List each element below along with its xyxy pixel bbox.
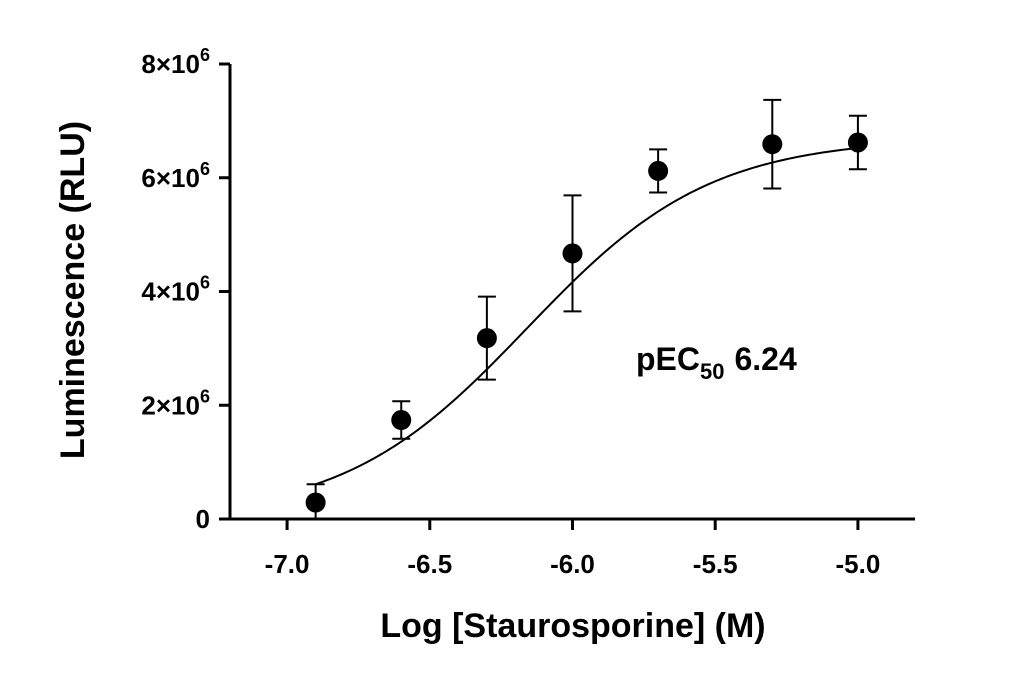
y-tick-label: 6×106: [141, 159, 210, 193]
data-point: [562, 243, 583, 264]
data-point: [847, 132, 868, 153]
x-tick-label: -7.0: [265, 549, 310, 579]
pec50-annotation: pEC50 6.24: [636, 341, 797, 384]
data-point-group: [762, 98, 783, 190]
y-tick-label-base: 4×10: [141, 277, 200, 307]
data-point-group: [476, 295, 497, 381]
y-tick-label-exponent: 6: [200, 45, 210, 65]
y-tick-label-base: 0: [196, 504, 210, 534]
data-point-group: [648, 148, 669, 194]
data-point-group: [562, 194, 583, 313]
y-tick-label-exponent: 6: [200, 159, 210, 179]
data-point: [391, 410, 412, 431]
y-tick-label: 4×106: [141, 273, 210, 307]
x-tick-label: -5.0: [836, 549, 881, 579]
data-points: [305, 98, 868, 520]
x-tick-label: -6.5: [407, 549, 452, 579]
data-point: [476, 328, 497, 349]
y-tick-label-base: 2×10: [141, 390, 200, 420]
data-point: [762, 134, 783, 155]
data-point: [305, 492, 326, 513]
x-tick-label: -6.0: [550, 549, 595, 579]
data-point-group: [391, 400, 412, 440]
x-tick-label: -5.5: [693, 549, 738, 579]
y-tick-label: 0: [196, 504, 210, 534]
fit-curve: [315, 147, 859, 486]
data-point: [648, 160, 669, 181]
y-tick-label: 8×106: [141, 45, 210, 79]
fit-curve-group: [315, 147, 859, 486]
y-tick-label: 2×106: [141, 386, 210, 420]
y-tick-label-exponent: 6: [200, 273, 210, 293]
x-axis: -7.0 -6.5 -6.0 -5.5 -5.0: [228, 517, 915, 579]
data-point-group: [847, 114, 868, 171]
pec50-subscript: 50: [700, 359, 724, 384]
y-tick-label-base: 8×10: [141, 49, 200, 79]
y-tick-label-exponent: 6: [200, 386, 210, 406]
pec50-value: 6.24: [734, 341, 796, 377]
pec50-prefix: pEC: [636, 341, 700, 377]
x-axis-title: Log [Staurosporine] (M): [380, 607, 765, 645]
y-tick-label-base: 6×10: [141, 163, 200, 193]
data-point-group: [305, 483, 326, 520]
y-axis-title: Luminescence (RLU): [54, 121, 92, 459]
